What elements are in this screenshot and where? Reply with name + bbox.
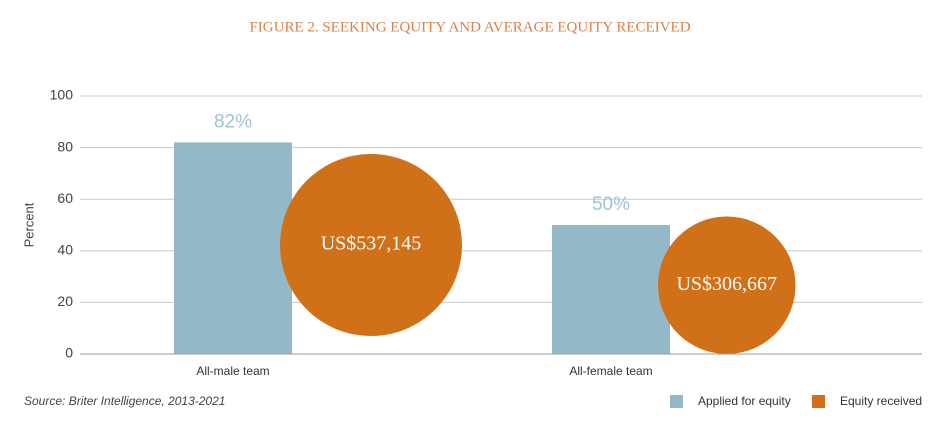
y-tick-label: 40 — [57, 242, 73, 258]
source-note: Source: Briter Intelligence, 2013-2021 — [24, 394, 225, 408]
bar-value-label: 50% — [592, 194, 630, 215]
legend-swatch — [670, 395, 683, 408]
x-tick-label: All-male team — [196, 364, 269, 378]
bubble — [280, 154, 462, 336]
bubble-value-label: US$306,667 — [676, 273, 777, 295]
y-axis-label: Percent — [21, 202, 36, 247]
bubble — [658, 216, 796, 354]
legend-label: Applied for equity — [698, 394, 791, 408]
bar — [174, 142, 292, 354]
y-tick-label: 100 — [50, 87, 74, 103]
legend-swatch — [812, 395, 825, 408]
bar-value-label: 82% — [214, 111, 252, 132]
x-tick-label: All-female team — [569, 364, 652, 378]
y-tick-label: 20 — [57, 293, 73, 309]
chart-title: FIGURE 2. SEEKING EQUITY AND AVERAGE EQU… — [249, 19, 690, 35]
legend-label: Equity received — [840, 394, 922, 408]
y-tick-label: 80 — [57, 138, 73, 154]
y-tick-label: 0 — [65, 345, 73, 361]
y-tick-label: 60 — [57, 190, 73, 206]
bar — [552, 225, 670, 354]
bubble-value-label: US$537,145 — [321, 233, 422, 255]
